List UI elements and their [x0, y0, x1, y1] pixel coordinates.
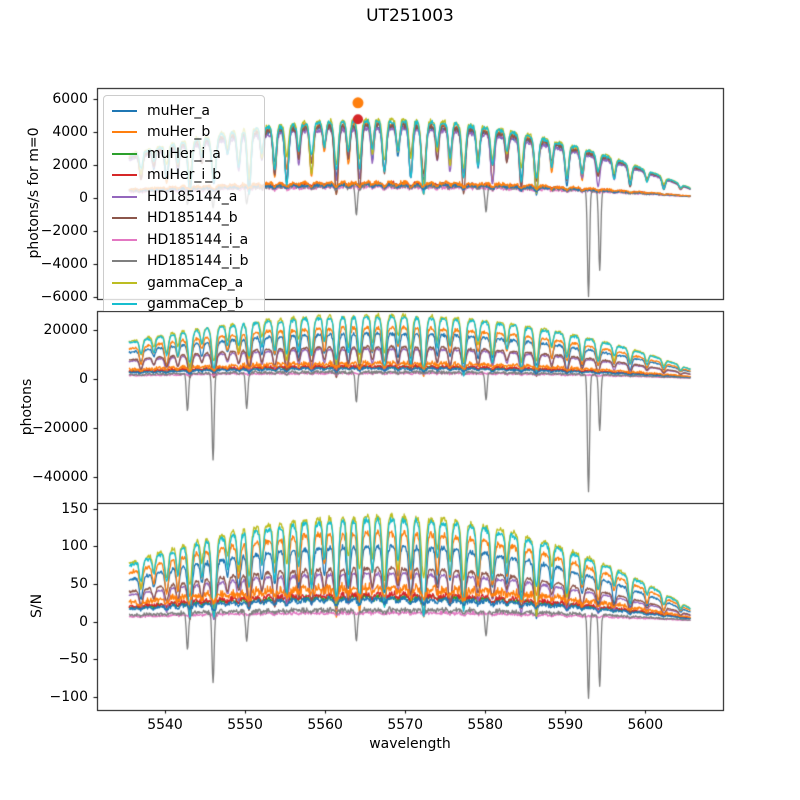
legend-line-swatch [112, 303, 137, 306]
y-tick-label: 6000 [52, 91, 88, 108]
legend-label: gammaCep_a [147, 274, 244, 291]
legend-label: HD185144_i_a [147, 231, 249, 248]
xlabel: wavelength [369, 736, 451, 752]
legend-item-HD185144_i_a: HD185144_i_a [104, 229, 264, 251]
legend-item-HD185144_a: HD185144_a [104, 186, 264, 208]
legend-item-muHer_a: muHer_a [104, 100, 264, 122]
legend-line-swatch [112, 174, 137, 177]
legend-item-HD185144_b: HD185144_b [104, 208, 264, 230]
legend-item-gammaCep_a: gammaCep_a [104, 272, 264, 294]
y-tick-label: 100 [61, 538, 88, 555]
y-tick-label: −4000 [40, 255, 88, 272]
legend-item-muHer_b: muHer_b [104, 122, 264, 144]
legend-line-swatch [112, 109, 137, 112]
legend-line-swatch [112, 281, 137, 284]
legend-item-muHer_i_b: muHer_i_b [104, 165, 264, 187]
x-tick-label: 5550 [227, 717, 263, 733]
legend-label: HD185144_b [147, 210, 238, 227]
y-tick-label: −100 [49, 688, 88, 705]
legend-label: gammaCep_b [147, 296, 244, 311]
y-tick-label: 20000 [43, 321, 88, 338]
legend-label: HD185144_i_b [147, 253, 249, 270]
legend-label: muHer_b [147, 124, 211, 141]
legend-item-HD185144_i_b: HD185144_i_b [104, 251, 264, 273]
x-tick-label: 5540 [147, 717, 183, 733]
x-tick-label: 5570 [387, 717, 423, 733]
y-tick-label: 0 [79, 613, 88, 630]
legend-item-muHer_i_a: muHer_i_a [104, 143, 264, 165]
legend-line-swatch [112, 152, 137, 155]
legend-line-swatch [112, 131, 137, 134]
y-tick-label: −50 [58, 651, 88, 668]
legend-line-swatch [112, 260, 137, 263]
legend-box: muHer_a muHer_b muHer_i_a muHer_i_b HD185144… [103, 95, 265, 311]
legend: muHer_a muHer_b muHer_i_a muHer_i_b HD185144… [103, 95, 267, 311]
legend-label: HD185144_a [147, 188, 238, 205]
legend-label: muHer_i_a [147, 145, 221, 162]
y-tick-label: −20000 [32, 420, 89, 436]
legend-label: muHer_a [147, 102, 210, 119]
legend-line-swatch [112, 195, 137, 198]
x-tick-label: 5590 [547, 717, 584, 733]
y-tick-label: −2000 [40, 222, 88, 239]
y-tick-label: 50 [70, 575, 88, 592]
x-tick-label: 5600 [627, 717, 664, 733]
legend-label: muHer_i_b [147, 167, 222, 184]
y-tick-label: −6000 [40, 288, 88, 305]
legend-item-gammaCep_b: gammaCep_b [104, 294, 264, 311]
y-tick-label: 150 [61, 500, 88, 517]
y-tick-label: −40000 [32, 469, 89, 485]
y-tick-label: 0 [79, 371, 88, 387]
y-tick-label: 2000 [52, 157, 88, 174]
y-tick-label: 0 [79, 190, 88, 206]
y-tick-label: 4000 [52, 124, 88, 141]
x-tick-label: 5580 [467, 717, 504, 733]
legend-line-swatch [112, 217, 137, 220]
figure-title: UT251003 [366, 6, 454, 26]
x-tick-label: 5560 [307, 717, 343, 733]
legend-line-swatch [112, 238, 137, 241]
